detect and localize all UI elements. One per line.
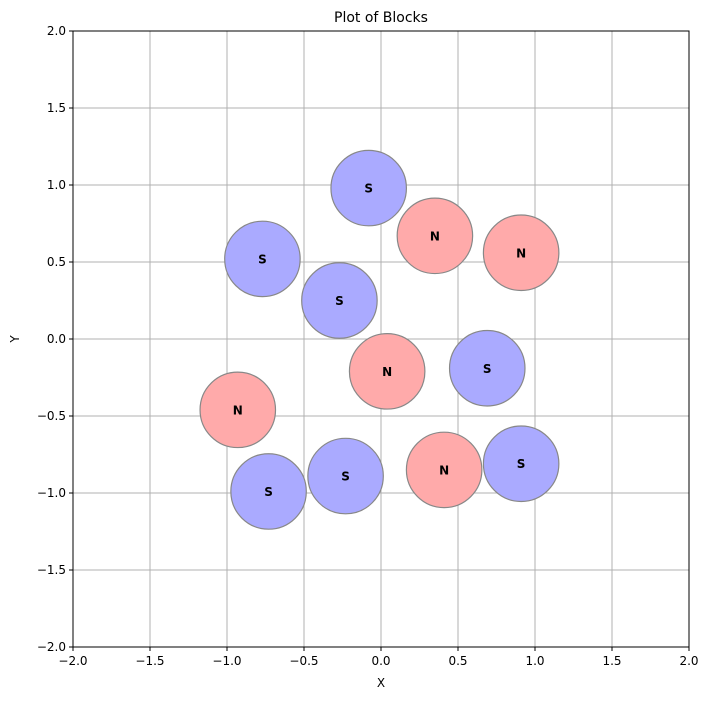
y-tick-label: 2.0 — [47, 24, 66, 38]
block-n-label: N — [430, 229, 440, 243]
block-n-circle — [199, 371, 277, 449]
y-tick-label: 0.5 — [47, 255, 66, 269]
chart-title: Plot of Blocks — [334, 10, 428, 26]
block-s-circle — [301, 262, 378, 339]
block-s-label: S — [364, 182, 373, 196]
y-tick-label: −0.5 — [37, 409, 66, 423]
block-s-label: S — [517, 457, 526, 471]
y-tick-label: 0.0 — [47, 332, 66, 346]
block-n-circle — [482, 214, 560, 292]
block-s-label: S — [483, 362, 492, 376]
marks-layer: S N N S S N S N S S N S — [199, 149, 560, 530]
block-s-circle — [448, 329, 526, 407]
y-tick-label: 1.5 — [47, 101, 66, 115]
block-s-circle — [330, 149, 408, 227]
x-tick-label: 1.0 — [525, 654, 544, 668]
x-tick-label: 1.5 — [602, 654, 621, 668]
block-s-circle — [224, 220, 301, 298]
block-n-circle — [396, 197, 474, 275]
y-axis-title: Y — [8, 335, 22, 344]
block-s-label: S — [341, 470, 350, 484]
x-tick-label: 0.0 — [371, 654, 390, 668]
x-tick-label: −0.5 — [289, 654, 318, 668]
ticks-layer: −2.0 −1.5 −1.0 −0.5 0.0 0.5 1.0 1.5 2.0 −2.0 −1.5 −… — [37, 24, 699, 668]
block-n-label: N — [233, 403, 243, 417]
y-tick-label: −2.0 — [37, 640, 66, 654]
x-axis-title: X — [377, 676, 385, 690]
block-n-circle — [405, 431, 483, 509]
x-tick-label: −1.0 — [212, 654, 241, 668]
y-tick-label: −1.0 — [37, 486, 66, 500]
block-s-circle — [482, 425, 560, 503]
x-tick-label: 2.0 — [679, 654, 698, 668]
x-tick-label: −1.5 — [135, 654, 164, 668]
block-s-label: S — [264, 485, 273, 499]
x-tick-label: 0.5 — [448, 654, 467, 668]
block-n-label: N — [516, 246, 526, 260]
block-n-label: N — [382, 365, 392, 379]
x-tick-label: −2.0 — [58, 654, 87, 668]
y-tick-label: −1.5 — [37, 563, 66, 577]
block-n-circle — [348, 333, 426, 410]
block-s-circle — [230, 453, 307, 530]
y-tick-label: 1.0 — [47, 178, 66, 192]
block-s-label: S — [335, 294, 344, 308]
block-s-label: S — [258, 252, 267, 266]
block-s-circle — [307, 437, 384, 515]
block-n-label: N — [439, 463, 449, 477]
